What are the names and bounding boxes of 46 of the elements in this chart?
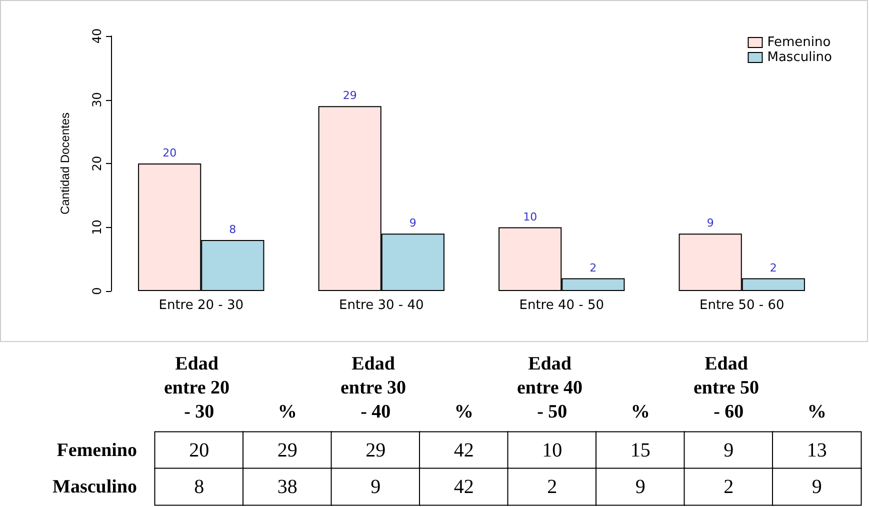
- data-label: 2: [724, 476, 734, 498]
- x-tick-label: %: [807, 402, 826, 422]
- y-tick-label: 40: [90, 28, 104, 44]
- x-tick-label: Entre 30 - 40: [338, 298, 424, 313]
- y-tick-label: 30: [90, 92, 104, 108]
- data-label: 13: [806, 439, 827, 462]
- y-axis-title: Cantidad Docentes: [58, 112, 72, 215]
- x-tick-label: Entre 40 - 50: [519, 298, 604, 313]
- data-label: 42: [454, 476, 474, 498]
- x-tick-label: Edad entre 30 - 40: [340, 354, 411, 422]
- data-label: 9: [635, 476, 646, 498]
- data-label: 42: [454, 439, 474, 462]
- data-label: 10: [542, 439, 562, 462]
- x-tick-label: Edad entre 20 - 30: [164, 354, 234, 422]
- x-tick-label: Entre 50 - 60: [699, 298, 784, 313]
- data-label: 9: [370, 476, 381, 498]
- data-label: 2: [770, 261, 777, 274]
- y-tick-label: 20: [90, 156, 104, 172]
- data-label: 38: [277, 476, 298, 498]
- x-tick-label: Entre 20 - 30: [158, 298, 244, 313]
- data-label: 9: [724, 439, 734, 462]
- data-label: 8: [229, 223, 236, 236]
- legend-label: Masculino: [767, 50, 832, 65]
- data-label: 20: [162, 146, 177, 160]
- legend-label: Femenino: [767, 35, 831, 50]
- data-label: 9: [706, 216, 714, 230]
- data-label: 29: [342, 89, 357, 102]
- data-label: 29: [366, 439, 386, 462]
- x-tick-label: %: [454, 402, 474, 422]
- data-label: 9: [812, 476, 822, 498]
- y-tick-label: 0: [90, 287, 104, 295]
- y-tick-label: Femenino: [56, 440, 137, 461]
- data-label: 9: [409, 216, 416, 230]
- data-label: 8: [194, 476, 204, 498]
- data-label: 2: [547, 476, 558, 498]
- data-label: 2: [590, 261, 597, 274]
- data-label: 29: [277, 439, 298, 462]
- data-label: 10: [523, 210, 538, 224]
- data-label: 15: [630, 439, 650, 462]
- x-tick-label: Edad entre 50 - 60: [693, 354, 764, 422]
- x-tick-label: %: [630, 402, 650, 422]
- x-tick-label: Edad entre 40 - 50: [516, 354, 588, 422]
- x-tick-label: %: [278, 402, 297, 422]
- y-tick-label: 10: [90, 220, 104, 235]
- data-label: 20: [189, 439, 210, 462]
- y-tick-label: Masculino: [52, 476, 137, 498]
